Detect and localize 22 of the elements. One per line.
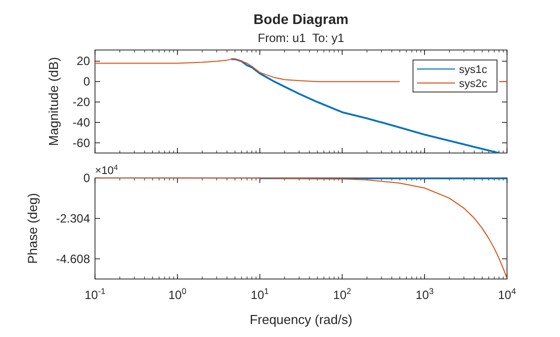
x-tick-label: 10$^{2}$ xyxy=(333,286,352,302)
x-axis-title: Frequency (rad/s) xyxy=(250,312,352,327)
y-tick-label: 20 xyxy=(76,54,90,68)
legend-label: sys1c xyxy=(459,64,488,76)
series-label: sys2c xyxy=(459,78,488,90)
y-axis-title: Magnitude (dB) xyxy=(46,57,61,146)
y-tick-label: -4.608 xyxy=(56,252,90,266)
x-tick-label: 10$^{4}$ xyxy=(498,286,516,302)
x-tick-label: 10$^{1}$ xyxy=(250,286,270,302)
y-tick-label: -2.304 xyxy=(56,211,90,226)
x-tick-label: 10$^{0}$ xyxy=(168,286,187,302)
y-tick-label: -20 xyxy=(72,95,90,110)
x-tick-label: 10$^{3}$ xyxy=(416,286,434,302)
y-tick-label: 0 xyxy=(83,74,90,89)
y-tick-label: -60 xyxy=(72,136,90,150)
y-axis-title: Phase (deg) xyxy=(25,193,40,264)
text: ×10$^{4}$ xyxy=(95,162,119,177)
chart-title: Bode Diagram xyxy=(254,11,348,27)
chart-subtitle: From: u1 To: y1 xyxy=(258,31,345,45)
x-tick-label: 10$^{-1}$ xyxy=(84,286,106,302)
y-tick-label: 0 xyxy=(83,171,90,185)
y-tick-label: -40 xyxy=(72,115,90,130)
